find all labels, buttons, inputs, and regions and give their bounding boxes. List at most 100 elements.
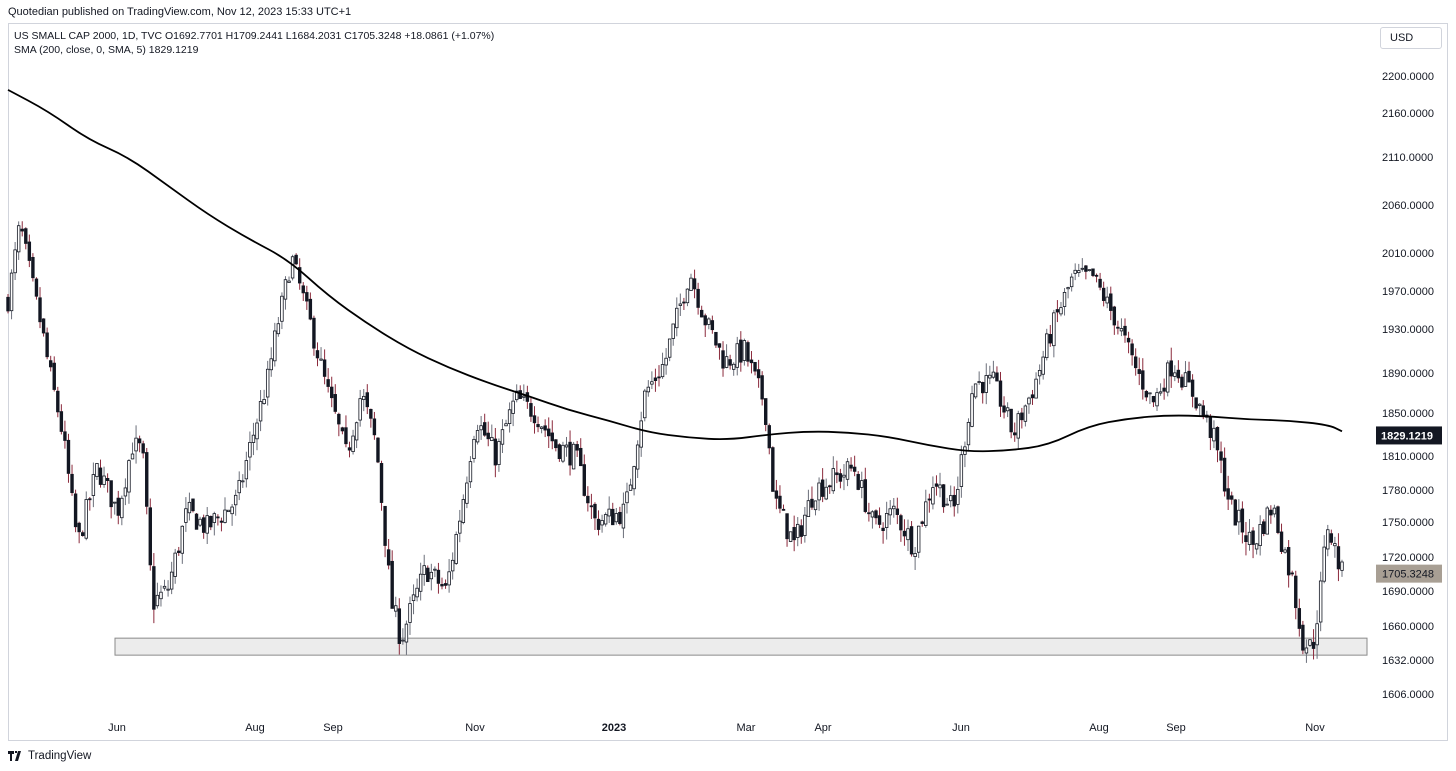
candle-body [301,285,305,294]
candle-body [191,498,195,512]
candle-body [1144,391,1149,398]
candle-body [298,267,302,284]
candle-body [685,288,690,304]
candle-body [1194,397,1198,409]
candle-body [1340,561,1344,571]
candle-body [820,479,825,497]
candle-body [1247,531,1252,545]
candle-body [842,474,846,478]
candle-body [137,438,142,444]
candle-body [287,280,291,283]
candle-body [379,463,384,503]
candle-body [849,464,853,469]
candle-body [639,420,643,448]
candle-body [145,452,149,507]
candle-body [796,523,800,538]
candle-body [1027,397,1031,405]
candle-body [948,495,953,502]
candle-body [532,415,537,424]
candle-body [1215,426,1220,451]
x-tick-label: Jun [108,722,126,734]
candle-body [1318,580,1323,623]
candle-body [265,368,270,398]
candle-body [956,488,960,505]
candle-body [845,461,850,480]
candle-body [1030,394,1035,399]
candle-body [561,444,565,462]
candle-body [568,441,572,466]
candle-body [1290,572,1294,575]
candle-body [810,498,814,508]
candle-body [280,295,284,322]
candle-body [760,375,764,400]
candle-body [653,377,658,381]
candle-body [237,479,241,494]
candle-body [148,507,152,566]
candle-body [415,587,419,598]
candle-body [351,435,355,452]
candle-body [497,441,501,465]
candle-body [1237,509,1241,523]
candle-body [6,296,10,312]
candle-body [507,409,512,424]
candle-body [995,372,999,382]
candle-body [1151,396,1156,403]
candle-body [1041,356,1045,375]
y-tick-label: 1970.0000 [1382,286,1434,298]
candle-body [1087,269,1092,272]
candle-body [689,277,693,291]
x-tick-label: 2023 [602,722,626,734]
candle-body [397,608,402,644]
candle-body [1013,432,1017,436]
candle-body [354,422,359,441]
tradingview-logo-icon [8,751,21,761]
candle-body [493,438,498,466]
candle-body [1059,307,1063,315]
candle-body [603,514,608,525]
candle-body [959,454,964,487]
candle-body [621,503,626,529]
x-tick-label: Sep [323,722,343,734]
candle-body [1276,506,1280,533]
candle-body [180,525,185,554]
candle-body [1130,343,1134,356]
candle-body [1198,403,1202,406]
candle-body [589,505,594,508]
candle-body [1009,408,1013,433]
candle-body [45,332,49,358]
y-tick-label: 1850.0000 [1382,408,1434,420]
candle-body [1169,360,1173,377]
candle-body [13,249,17,274]
candle-body [635,444,640,470]
candle-body [582,464,586,496]
candle-body [312,317,316,349]
candle-body [746,342,750,362]
candle-body [895,508,900,515]
candle-body [1080,267,1085,270]
candle-body [1016,413,1020,439]
candle-body [390,560,394,609]
candle-body [372,418,377,436]
candle-body [1158,391,1163,394]
candle-body [1165,362,1170,393]
candle-body [223,509,227,523]
candle-body [454,534,458,564]
candle-body [785,513,789,540]
candle-body [764,398,768,425]
candle-body [152,566,156,610]
candle-body [276,323,281,335]
candle-body [433,568,437,571]
currency-button[interactable]: USD [1380,27,1442,49]
candle-body [408,603,412,623]
y-tick-label: 2010.0000 [1382,248,1434,260]
candle-body [440,584,444,587]
candle-body [244,460,249,480]
candle-body [828,485,832,488]
candle-body [159,591,163,600]
candle-body [596,518,601,530]
candle-body [1244,535,1248,543]
candle-body [1230,495,1234,500]
candle-body [664,357,668,366]
candle-body [16,225,21,253]
candle-body [1098,278,1102,288]
